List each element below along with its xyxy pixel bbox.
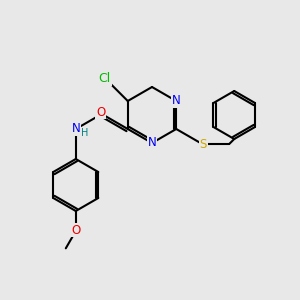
Text: Cl: Cl: [98, 72, 111, 85]
Text: N: N: [172, 94, 181, 107]
Text: N: N: [71, 122, 80, 136]
Text: N: N: [148, 136, 156, 149]
Text: S: S: [200, 137, 207, 151]
Text: H: H: [81, 128, 88, 138]
Text: O: O: [71, 224, 80, 236]
Text: O: O: [96, 106, 105, 118]
